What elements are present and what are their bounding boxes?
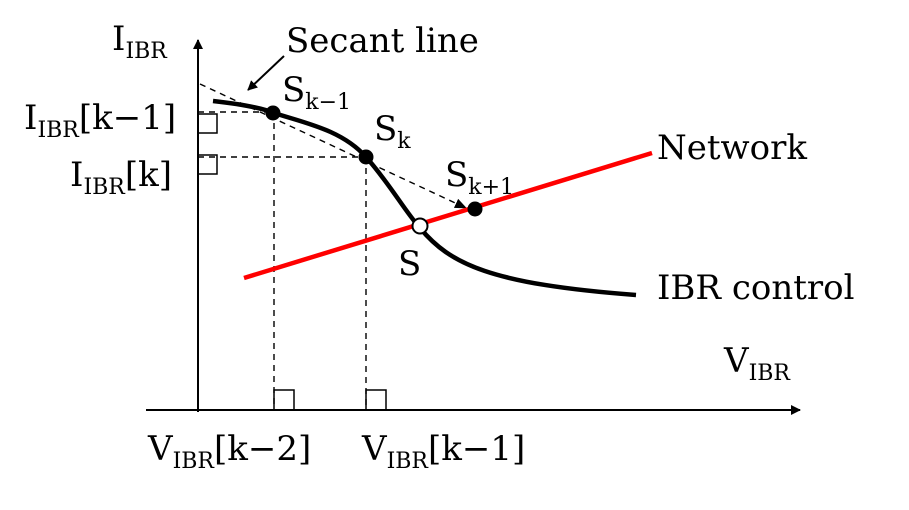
ibr-control-label: IBR control <box>657 268 855 308</box>
label-s-kp1: Sk+1 <box>445 155 514 200</box>
point-s-km1 <box>265 105 281 121</box>
point-s-kp1 <box>467 201 483 217</box>
y-tick-i-km1: IIBR[k−1] <box>24 98 176 143</box>
x-tick-v-km1: VIBR[k−1] <box>361 429 525 474</box>
x-axis-label: VIBR <box>723 341 791 386</box>
point-s-k <box>358 149 374 165</box>
network-label: Network <box>657 128 807 168</box>
y-tick-i-k: IIBR[k] <box>70 155 172 200</box>
x-tick-v-km2: VIBR[k−2] <box>147 429 311 474</box>
projection-lines <box>198 111 367 410</box>
secant-line-label: Secant line <box>286 21 479 61</box>
right-angle-markers <box>197 113 387 411</box>
label-s-k: Sk <box>374 109 411 154</box>
label-s: S <box>398 244 421 284</box>
point-s <box>411 217 429 235</box>
secant-label-arrow <box>247 55 285 91</box>
y-axis-label: IIBR <box>112 19 168 64</box>
label-s-km1: Sk−1 <box>282 70 351 115</box>
network-line <box>243 150 653 281</box>
